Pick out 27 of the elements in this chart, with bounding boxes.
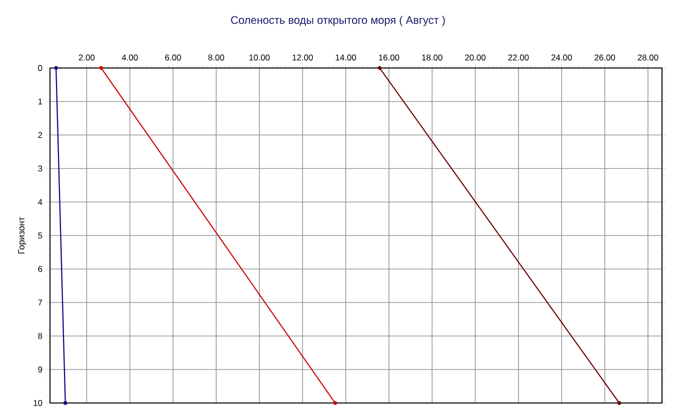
x-tick-label: 6.00 <box>165 54 181 60</box>
y-tick-label: 4 <box>38 199 42 205</box>
y-axis-title: Горизонт <box>18 217 26 254</box>
x-tick-label: 2.00 <box>78 54 95 60</box>
x-tick-label: 18.00 <box>422 54 442 60</box>
x-tick-label: 28.00 <box>638 54 658 60</box>
chart-title: Соленость воды открытого моря ( Август ) <box>231 16 445 26</box>
x-tick-label: 4.00 <box>122 54 138 60</box>
y-tick-label: 9 <box>38 366 42 372</box>
x-tick-label: 22.00 <box>508 54 529 60</box>
x-tick-label: 12.00 <box>292 54 313 60</box>
y-tick-label: 2 <box>38 132 42 138</box>
x-tick-label: 26.00 <box>594 54 616 60</box>
y-tick-label: 8 <box>38 333 42 339</box>
y-tick-label: 5 <box>38 232 42 238</box>
y-tick-label: 0 <box>38 65 42 71</box>
y-tick-label: 6 <box>38 266 42 272</box>
x-tick-label: 20.00 <box>465 54 486 60</box>
x-tick-label: 8.00 <box>208 54 224 60</box>
x-tick-label: 24.00 <box>551 54 572 60</box>
x-tick-label: 14.00 <box>336 54 356 60</box>
y-tick-label: 10 <box>34 400 42 406</box>
y-tick-label: 7 <box>38 300 42 306</box>
x-tick-label: 10.00 <box>249 54 270 60</box>
y-tick-label: 1 <box>38 98 42 104</box>
y-tick-label: 3 <box>38 166 42 172</box>
x-tick-label: 16.00 <box>378 54 400 60</box>
